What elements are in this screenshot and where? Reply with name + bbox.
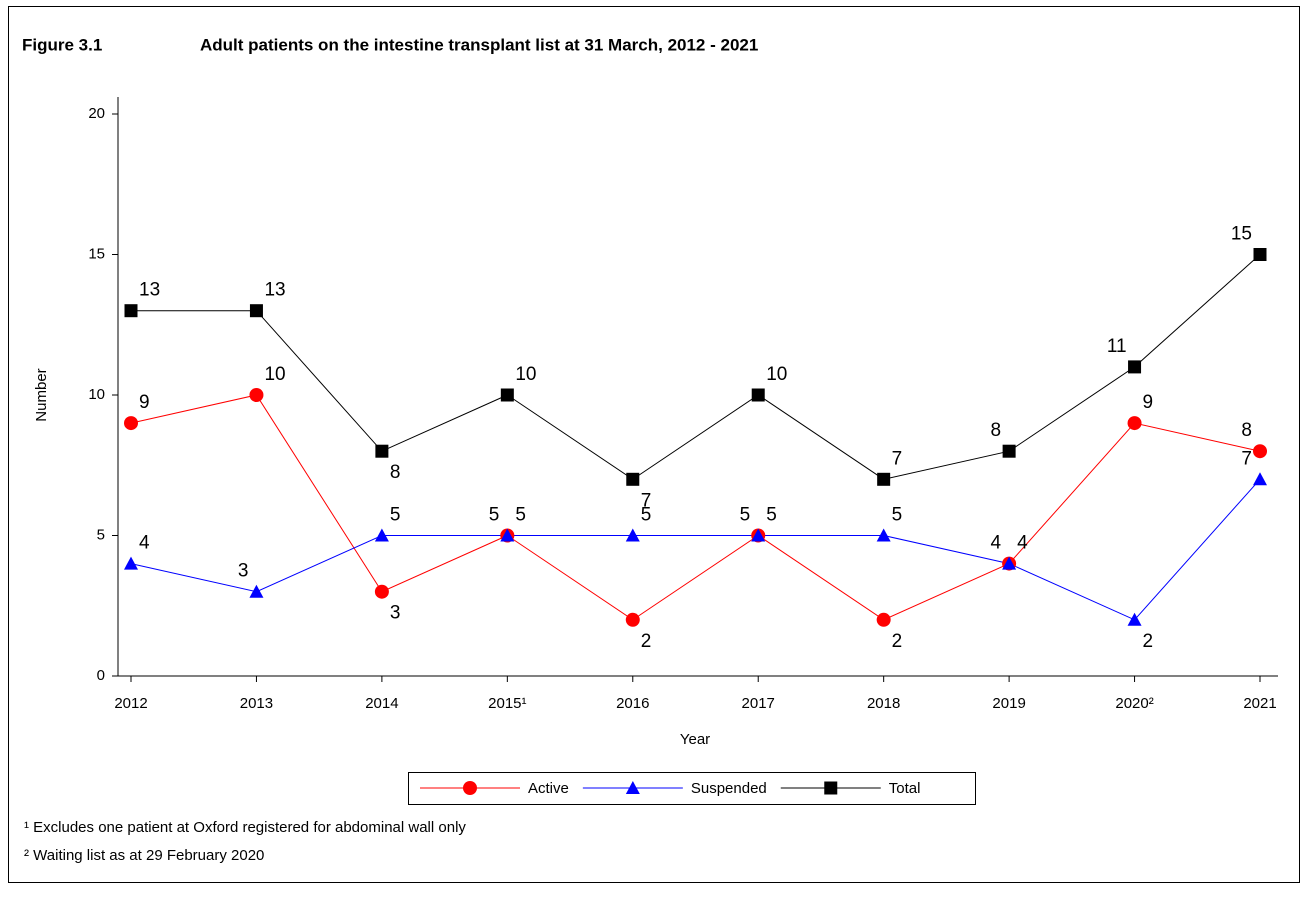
x-tick-label: 2020² xyxy=(1115,695,1153,712)
y-tick-label: 5 xyxy=(97,526,105,543)
footnote: ¹ Excludes one patient at Oxford registe… xyxy=(24,819,466,836)
data-label: 4 xyxy=(1017,533,1028,554)
x-tick-label: 2016 xyxy=(616,695,649,712)
data-label: 7 xyxy=(892,448,903,469)
footnote: ² Waiting list as at 29 February 2020 xyxy=(24,847,264,864)
legend-marker xyxy=(463,781,477,795)
data-label: 8 xyxy=(390,462,401,483)
legend-label: Active xyxy=(528,780,569,797)
data-label: 5 xyxy=(766,505,777,526)
x-tick-label: 2015¹ xyxy=(488,695,526,712)
x-tick-label: 2013 xyxy=(240,695,273,712)
data-label: 5 xyxy=(740,505,751,526)
data-point xyxy=(124,416,138,431)
x-axis-label: Year xyxy=(680,731,710,748)
data-label: 2 xyxy=(641,631,652,652)
data-label: 4 xyxy=(139,533,150,554)
data-point xyxy=(1128,360,1142,374)
data-point xyxy=(1127,612,1142,626)
data-label: 10 xyxy=(766,364,787,385)
x-tick-label: 2021 xyxy=(1243,695,1276,712)
series-line xyxy=(130,478,1261,621)
data-label: 3 xyxy=(390,603,401,624)
data-point xyxy=(1253,472,1267,486)
data-point xyxy=(1002,556,1017,570)
data-label: 15 xyxy=(1231,224,1252,245)
series-line xyxy=(131,254,1261,480)
data-label: 7 xyxy=(641,490,652,511)
data-label: 5 xyxy=(515,505,526,526)
legend-marker xyxy=(824,781,838,795)
x-tick-label: 2018 xyxy=(867,695,900,712)
data-point xyxy=(375,444,389,458)
y-tick-label: 10 xyxy=(88,386,105,403)
data-point xyxy=(877,472,891,486)
legend-marker xyxy=(625,781,640,794)
y-tick-label: 20 xyxy=(88,105,105,122)
data-label: 2 xyxy=(1143,631,1154,652)
data-label: 9 xyxy=(139,392,150,413)
data-label: 5 xyxy=(892,505,903,526)
data-point xyxy=(374,584,389,599)
y-tick-label: 15 xyxy=(88,245,105,262)
data-point xyxy=(1127,416,1142,431)
x-tick-label: 2019 xyxy=(992,695,1025,712)
data-point xyxy=(249,584,264,598)
x-tick-label: 2017 xyxy=(742,695,775,712)
x-tick-label: 2014 xyxy=(365,695,398,712)
data-point xyxy=(626,472,640,486)
legend-box xyxy=(408,772,976,805)
frame xyxy=(8,6,1300,883)
data-label: 2 xyxy=(892,631,903,652)
data-point xyxy=(751,388,765,402)
data-label: 13 xyxy=(264,280,285,301)
data-point xyxy=(124,556,138,570)
data-label: 10 xyxy=(264,364,285,385)
y-axis-label: Number xyxy=(33,368,50,421)
data-label: 5 xyxy=(641,505,652,526)
data-point xyxy=(1002,444,1016,458)
data-label: 4 xyxy=(991,533,1002,554)
data-point xyxy=(876,528,891,542)
data-label: 8 xyxy=(1241,420,1252,441)
data-label: 5 xyxy=(489,505,500,526)
legend-label: Suspended xyxy=(691,780,767,797)
data-point xyxy=(1253,444,1267,459)
series-line xyxy=(130,394,1261,621)
data-label: 9 xyxy=(1143,392,1154,413)
data-point xyxy=(124,304,138,318)
data-point xyxy=(500,528,515,542)
figure-label: Figure 3.1 xyxy=(22,35,102,54)
data-label: 5 xyxy=(390,505,401,526)
legend-label: Total xyxy=(889,780,921,797)
data-point xyxy=(1253,248,1267,261)
y-tick-label: 0 xyxy=(97,667,105,684)
data-point xyxy=(625,612,640,627)
data-point xyxy=(625,528,640,542)
data-label: 8 xyxy=(991,420,1002,441)
data-point xyxy=(249,388,264,402)
data-label: 7 xyxy=(1241,448,1252,469)
data-point xyxy=(374,528,389,542)
data-point xyxy=(751,528,766,542)
data-label: 11 xyxy=(1107,336,1127,357)
data-label: 3 xyxy=(238,561,249,582)
x-tick-label: 2012 xyxy=(114,695,147,712)
data-point xyxy=(876,612,891,627)
data-point xyxy=(500,388,514,402)
data-point xyxy=(249,304,263,318)
data-label: 10 xyxy=(515,364,536,385)
data-label: 13 xyxy=(139,280,160,301)
chart-title: Adult patients on the intestine transpla… xyxy=(200,35,758,54)
